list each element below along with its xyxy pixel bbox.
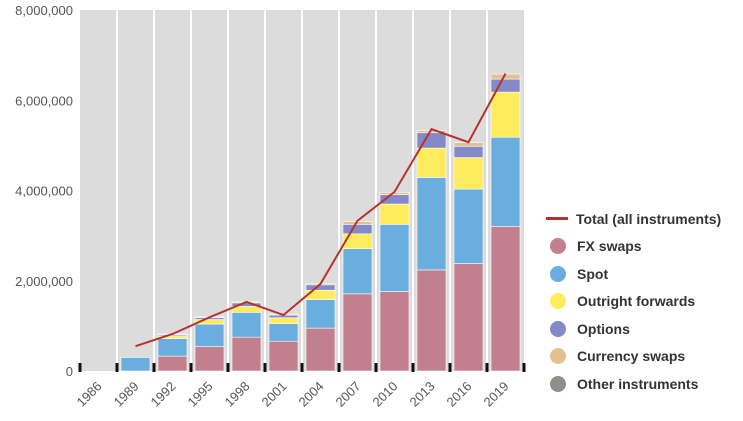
x-tick-label: 2010 <box>370 379 401 410</box>
x-tick-mark <box>78 363 82 372</box>
legend-item-outright-forwards[interactable]: Outright forwards <box>546 288 721 316</box>
x-tick-label: 2004 <box>296 379 327 410</box>
bar-segment[interactable] <box>453 188 484 264</box>
x-tick-mark <box>300 363 304 372</box>
x-tick-label: 2013 <box>407 379 438 410</box>
legend-dot-swatch <box>550 238 566 255</box>
x-tick-label: 2007 <box>333 379 364 410</box>
bar-segment[interactable] <box>416 177 447 271</box>
x-tick-mark <box>448 363 452 372</box>
bar-segment[interactable] <box>490 91 521 138</box>
legend-item-other-instruments[interactable]: Other instruments <box>546 370 721 398</box>
bar-segment[interactable] <box>305 299 336 329</box>
bar-segment[interactable] <box>157 355 188 372</box>
x-tick-mark <box>115 363 119 372</box>
y-axis-ticks: 0 2,000,000 4,000,000 6,000,000 8,000,000 <box>15 3 73 379</box>
x-tick-mark <box>337 363 341 372</box>
x-tick-mark <box>522 363 526 372</box>
x-tick-mark <box>152 363 156 372</box>
bar-segment[interactable] <box>416 147 447 178</box>
bar-segment[interactable] <box>268 317 299 324</box>
bar-segment[interactable] <box>379 291 410 372</box>
legend-item-options[interactable]: Options <box>546 315 721 343</box>
x-tick-mark <box>374 363 378 372</box>
x-tick-label: 1995 <box>185 379 216 410</box>
stacked-bars <box>116 10 521 372</box>
legend-item-total[interactable]: Total (all instruments) <box>546 205 721 233</box>
bar-segment[interactable] <box>342 293 373 372</box>
bar-segment[interactable] <box>342 224 373 235</box>
bar-segment[interactable] <box>305 284 336 291</box>
bar-segment[interactable] <box>453 157 484 190</box>
y-tick-label: 8,000,000 <box>15 3 73 18</box>
y-tick-label: 0 <box>66 364 73 379</box>
total-line <box>135 73 507 348</box>
legend-dot-swatch <box>550 375 566 392</box>
bar-segment[interactable] <box>231 306 262 313</box>
y-tick-label: 6,000,000 <box>15 93 73 108</box>
bar-segment[interactable] <box>379 203 410 225</box>
x-tick-mark <box>226 363 230 372</box>
legend-label: FX swaps <box>577 238 642 255</box>
x-tick-label: 1998 <box>222 379 253 410</box>
legend-line-swatch <box>546 217 568 221</box>
bar-segment[interactable] <box>268 340 299 372</box>
legend-item-currency-swaps[interactable]: Currency swaps <box>546 343 721 371</box>
legend-dot-swatch <box>550 265 566 282</box>
x-tick-label: 1989 <box>111 379 142 410</box>
x-tick-label: 2019 <box>481 379 512 410</box>
bar-segment[interactable] <box>453 145 484 158</box>
x-tick-mark <box>485 363 489 372</box>
legend-label: Options <box>577 320 630 337</box>
legend-label: Other instruments <box>577 375 699 392</box>
x-tick-label: 1992 <box>148 379 179 410</box>
y-tick-label: 4,000,000 <box>15 184 73 199</box>
legend-label: Outright forwards <box>577 293 696 310</box>
y-tick-label: 2,000,000 <box>15 274 73 289</box>
bar-segment[interactable] <box>231 312 262 338</box>
bar-segment[interactable] <box>268 323 299 342</box>
legend-label: Currency swaps <box>577 348 686 365</box>
legend-label: Total (all instruments) <box>576 210 722 227</box>
x-tick-label: 2001 <box>259 379 290 410</box>
bar-segment[interactable] <box>490 226 521 372</box>
bar-segment[interactable] <box>194 346 225 372</box>
x-tick-mark <box>263 363 267 372</box>
bar-segment[interactable] <box>194 323 225 347</box>
bar-segment[interactable] <box>120 357 151 372</box>
x-tick-mark <box>189 363 193 372</box>
x-tick-label: 2016 <box>444 379 475 410</box>
bar-segment[interactable] <box>416 269 447 372</box>
legend-item-spot[interactable]: Spot <box>546 260 721 288</box>
bar-segment[interactable] <box>379 224 410 292</box>
legend-dot-swatch <box>550 348 566 365</box>
x-tick-label: 1986 <box>74 379 105 410</box>
legend: Total (all instruments) FX swaps Spot Ou… <box>546 205 721 398</box>
legend-dot-swatch <box>550 320 566 337</box>
bar-segment[interactable] <box>231 336 262 372</box>
bar-segment[interactable] <box>490 78 521 93</box>
legend-dot-swatch <box>550 293 566 310</box>
bar-segment[interactable] <box>342 248 373 295</box>
legend-label: Spot <box>577 265 609 282</box>
bar-segment[interactable] <box>490 136 521 227</box>
x-tick-mark <box>411 363 415 372</box>
bar-segment[interactable] <box>453 263 484 372</box>
bar-segment[interactable] <box>342 233 373 250</box>
bar-segment[interactable] <box>157 338 188 357</box>
bar-segment[interactable] <box>305 327 336 372</box>
legend-item-fx-swaps[interactable]: FX swaps <box>546 233 721 261</box>
